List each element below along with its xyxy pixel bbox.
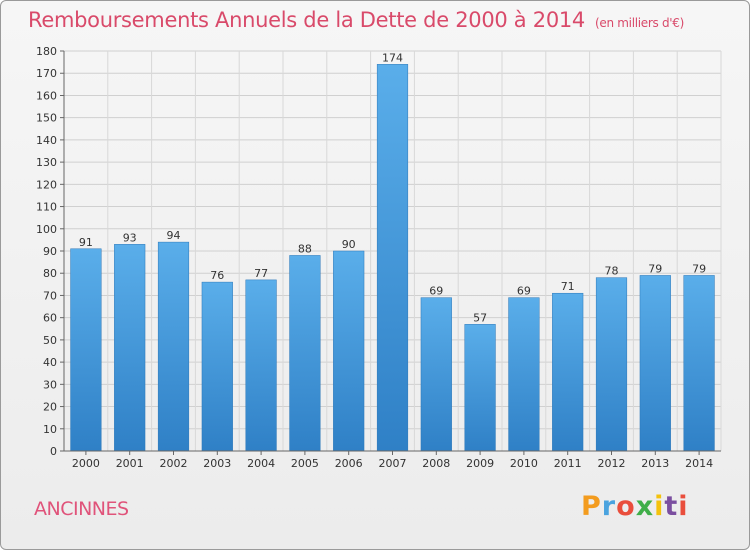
bar-2001 [114, 244, 146, 452]
bar-2005 [289, 255, 321, 452]
y-tick-label: 110 [36, 201, 57, 214]
y-tick-label: 180 [36, 45, 57, 58]
y-tick-label: 40 [43, 356, 57, 369]
chart-title: Remboursements Annuels de la Dette de 20… [28, 8, 684, 32]
y-tick-label: 60 [43, 312, 57, 325]
x-tick-label-2008: 2008 [422, 457, 450, 470]
data-label-2007: 174 [382, 51, 403, 64]
data-label-2005: 88 [298, 242, 312, 255]
data-label-2014: 79 [692, 262, 706, 275]
y-tick-label: 140 [36, 134, 57, 147]
bar-2007 [376, 64, 409, 452]
logo-letter: x [635, 491, 655, 522]
y-tick-label: 30 [43, 378, 57, 391]
y-tick-label: 20 [43, 401, 57, 414]
logo-letter: P [581, 491, 602, 522]
logo-letter: r [601, 491, 617, 522]
data-label-2003: 76 [210, 269, 224, 282]
data-label-2012: 78 [605, 265, 619, 278]
axes: 0 10 20 30 40 50 60 70 80 90 100 110 120 130 140 150 160… [36, 45, 721, 470]
y-tick-label: 170 [36, 67, 57, 80]
x-tick-label-2013: 2013 [641, 457, 669, 470]
x-tick-label-2004: 2004 [247, 457, 275, 470]
bar-2011 [552, 292, 584, 452]
bar-2010 [508, 297, 540, 452]
y-tick-label: 90 [43, 245, 57, 258]
x-tick-label-2012: 2012 [598, 457, 626, 470]
logo-letter: i [678, 491, 689, 522]
x-tick-label-2007: 2007 [379, 457, 407, 470]
proxiti-logo: Proxiti [581, 491, 689, 522]
data-label-2009: 57 [473, 311, 487, 324]
data-label-2004: 77 [254, 267, 268, 280]
bar-2003 [201, 281, 233, 452]
y-tick-label: 130 [36, 156, 57, 169]
x-tick-label-2010: 2010 [510, 457, 538, 470]
y-tick-label: 10 [43, 423, 57, 436]
x-tick-label-2005: 2005 [291, 457, 319, 470]
x-tick-label-2001: 2001 [116, 457, 144, 470]
bar-2009 [464, 324, 496, 452]
x-tick-label-2006: 2006 [335, 457, 363, 470]
x-tick-label-2003: 2003 [203, 457, 231, 470]
y-tick-label: 120 [36, 178, 57, 191]
y-tick-label: 150 [36, 112, 57, 125]
x-tick-label-2011: 2011 [554, 457, 582, 470]
bar-2002 [157, 241, 190, 452]
data-label-2000: 91 [79, 236, 93, 249]
y-tick-label: 70 [43, 289, 57, 302]
chart-title-text: Remboursements Annuels de la Dette de 20… [28, 8, 585, 32]
y-tick-label: 0 [50, 445, 57, 458]
data-label-2001: 93 [123, 231, 137, 244]
y-tick-label: 100 [36, 223, 57, 236]
bar-2004 [245, 279, 277, 452]
bar-2012 [595, 277, 628, 452]
bar-2008 [420, 297, 452, 452]
logo-letter: o [616, 491, 636, 522]
data-label-2002: 94 [167, 229, 181, 242]
data-label-2011: 71 [561, 280, 575, 293]
data-label-2006: 90 [342, 238, 356, 251]
logo-letter: t [664, 491, 679, 522]
y-tick-label: 80 [43, 267, 57, 280]
data-label-2013: 79 [648, 262, 662, 275]
bar-2013 [639, 275, 671, 452]
bars: 91 93 94 76 77 88 90 174 69 57 69 71 78 79 79 [70, 51, 715, 452]
x-tick-label-2002: 2002 [160, 457, 188, 470]
x-tick-label-2009: 2009 [466, 457, 494, 470]
data-label-2010: 69 [517, 285, 531, 298]
data-label-2008: 69 [429, 285, 443, 298]
x-tick-label-2014: 2014 [685, 457, 713, 470]
x-tick-label-2000: 2000 [72, 457, 100, 470]
bar-2000 [70, 248, 102, 452]
commune-name: ANCINNES [34, 498, 129, 520]
bar-2006 [333, 250, 365, 452]
chart-subtitle: (en milliers d'€) [595, 16, 685, 30]
bar-2014 [683, 275, 715, 452]
y-tick-label: 160 [36, 89, 57, 102]
logo-letter: i [654, 491, 665, 522]
y-tick-label: 50 [43, 334, 57, 347]
